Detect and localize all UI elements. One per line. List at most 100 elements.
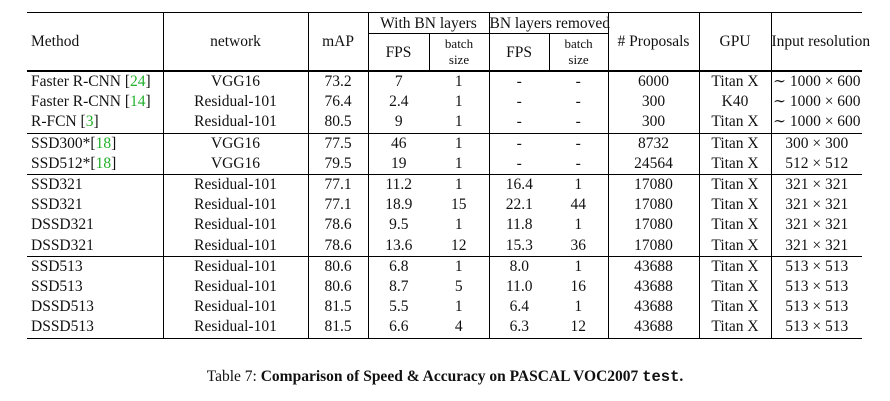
results-table-container: Method network mAP With BN layers BN lay… [27, 12, 870, 339]
cell-input-resolution: ∼ 1000 × 600 [772, 93, 861, 111]
citation-link[interactable]: 3 [85, 113, 94, 131]
caption-title: Comparison of Speed & Accuracy on PASCAL… [260, 368, 643, 385]
cell-fps-removed: - [489, 69, 550, 93]
cell-network: Residual-101 [163, 92, 309, 113]
cell-fps-bn: 9.5 [389, 216, 409, 234]
cell-map: 79.5 [308, 153, 369, 175]
cell-method: SSD513 [27, 277, 164, 298]
citation-link[interactable]: 18 [95, 134, 112, 152]
citation-bracket: ] [145, 93, 151, 111]
table-row: Faster R-CNN [14] Residual-101 76.4 2.4 1- -3… [27, 92, 862, 113]
method-name: DSSD513 [31, 318, 94, 336]
cell-proposals: 43688 [608, 317, 700, 339]
citation-link[interactable]: 14 [130, 93, 146, 111]
citation-bracket: ] [93, 113, 99, 131]
cell-batch-removed: 36 [549, 235, 609, 257]
table-header: Method network mAP With BN layers BN lay… [27, 12, 870, 71]
method-name: DSSD321 [31, 236, 94, 254]
cell-proposals: 300 [608, 92, 700, 113]
citation-link[interactable]: 18 [95, 154, 112, 172]
header-with-bn: With BN layers [368, 12, 490, 34]
cell-batch-bn: 1 [429, 92, 490, 113]
cell-batch-removed: - [549, 153, 609, 175]
cell-gpu: Titan X [699, 317, 772, 339]
cell-method: SSD513 [27, 255, 164, 278]
header-batch-removed-line1: batch [564, 36, 593, 51]
header-proposals: # Proposals [608, 12, 700, 71]
method-name: Faster R-CNN [ [31, 73, 131, 90]
cell-fps-bn: 19 [391, 154, 407, 172]
header-method: Method [27, 12, 164, 71]
header-batch-bn-line1: batch [444, 36, 474, 51]
table-row: SSD321 Residual-101 77.1 18.9 15 22.1 44 17080 T… [27, 195, 862, 216]
cell-method: DSSD513 [27, 297, 164, 318]
table-body: Faster R-CNN [24] VGG16 73.2 7 1- -6000 Titan … [27, 69, 863, 339]
cell-proposals: 17080 [608, 195, 700, 216]
cell-input-resolution: 512 × 512 [785, 154, 849, 172]
cell-proposals: 43688 [608, 277, 700, 298]
method-name: Faster R-CNN [ [31, 93, 131, 111]
cell-proposals: 300 [608, 112, 700, 134]
cell-method: DSSD513 [27, 317, 164, 339]
table-row: DSSD321 Residual-101 78.6 13.6 12 15.3 36 17080… [27, 235, 862, 257]
method-name: SSD321 [31, 176, 83, 194]
cell-batch-bn: 15 [429, 195, 490, 216]
cell-gpu: Titan X [699, 215, 772, 236]
cell-network: VGG16 [163, 153, 309, 175]
cell-fps-bn: 5.5 [389, 298, 409, 316]
cell-network: Residual-101 [163, 235, 309, 257]
cell-fps-removed: - [516, 93, 522, 111]
citation-link[interactable]: 24 [130, 73, 146, 90]
cell-proposals: 43688 [608, 255, 700, 278]
cell-map: 80.6 [308, 277, 369, 298]
cell-method: DSSD321 [27, 235, 164, 257]
cell-gpu: K40 [699, 92, 772, 113]
header-batch-removed-line2: size [568, 52, 589, 67]
cell-method: R-FCN [3] [27, 112, 164, 134]
cell-fps-bn: 13.6 [385, 236, 413, 254]
caption-prefix: Table 7: [206, 368, 261, 385]
cell-batch-removed: - [549, 69, 609, 93]
header-input-resolution: Input resolution [771, 12, 870, 71]
cell-gpu: Titan X [699, 132, 772, 154]
cell-input-resolution: 321 × 321 [785, 196, 849, 214]
method-name: DSSD513 [31, 298, 94, 316]
header-map: mAP [308, 12, 369, 71]
cell-proposals: 24564 [608, 153, 700, 175]
table-row: DSSD321 Residual-101 78.6 9.5 1 11.8 1 17080 Tit… [27, 215, 862, 236]
cell-map: 78.6 [308, 235, 369, 257]
method-name: DSSD321 [31, 216, 94, 234]
cell-proposals: 6000 [608, 69, 700, 93]
cell-map: 78.6 [308, 215, 369, 236]
cell-proposals: 17080 [608, 174, 700, 196]
cell-network: Residual-101 [163, 174, 309, 196]
cell-batch-removed: 12 [549, 317, 609, 339]
cell-gpu: Titan X [699, 195, 772, 216]
cell-input-resolution: 513 × 513 [771, 255, 863, 278]
cell-fps-bn: 18.9 [385, 196, 413, 214]
cell-fps-removed: 22.1 [505, 196, 533, 214]
cell-input-resolution: 300 × 300 [771, 132, 863, 154]
cell-network: Residual-101 [163, 112, 309, 134]
table-row: SSD321 Residual-101 77.1 11.2 1 16.4 1 17080 Tit… [27, 174, 863, 196]
cell-batch-bn: 1 [429, 255, 490, 278]
cell-proposals: 43688 [608, 297, 700, 318]
cell-network: Residual-101 [163, 277, 309, 298]
header-batch-bn: batch size [429, 33, 490, 71]
cell-batch-removed: 1 [549, 174, 609, 196]
cell-map: 77.5 [308, 132, 369, 154]
cell-map: 80.5 [308, 112, 369, 134]
cell-batch-bn: 5 [429, 277, 490, 298]
cell-fps-removed: 8.0 [489, 255, 550, 278]
cell-gpu: Titan X [699, 174, 772, 196]
method-name: R-FCN [ [31, 113, 86, 131]
cell-batch-bn: 1 [429, 153, 490, 175]
citation-bracket: ] [111, 134, 117, 152]
caption-test-split: test [642, 368, 680, 386]
cell-batch-bn: 1 [429, 215, 490, 236]
cell-method: DSSD321 [27, 215, 164, 236]
cell-map: 77.1 [308, 174, 369, 196]
cell-map: 81.5 [308, 297, 369, 318]
method-name: SSD512*[ [31, 154, 96, 172]
header-fps-removed: FPS [489, 33, 550, 71]
